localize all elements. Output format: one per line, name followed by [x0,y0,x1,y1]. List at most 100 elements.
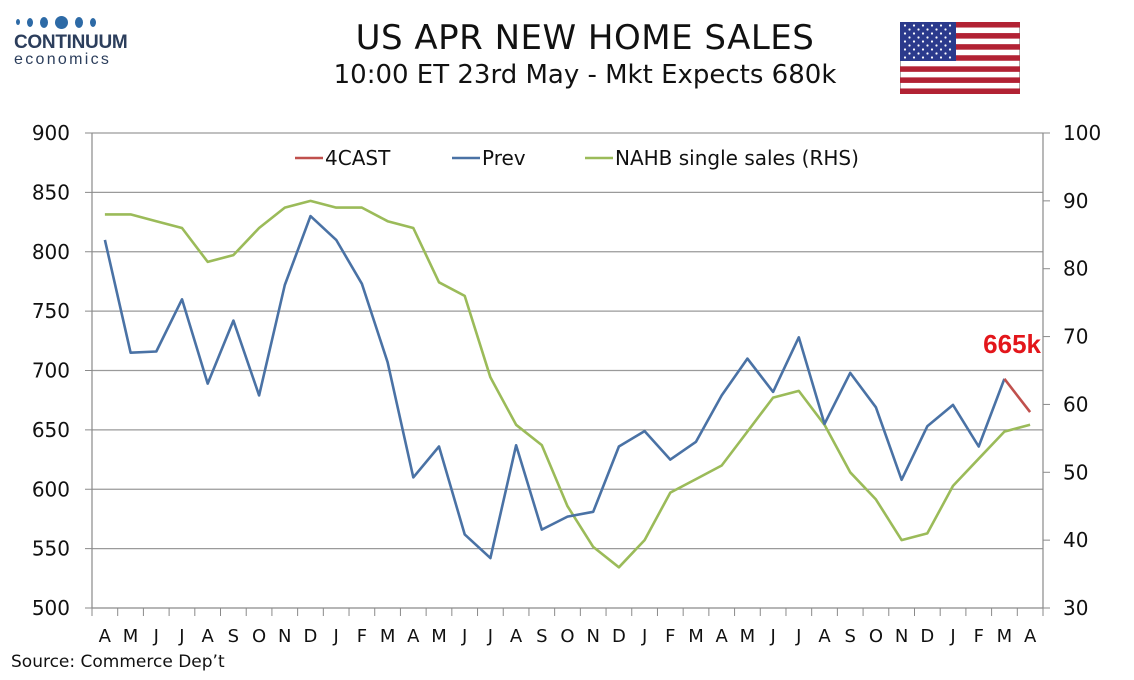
x-tick-label: A [818,626,831,647]
flag-star [912,32,916,35]
x-tick-label: N [586,626,599,647]
flag-star [930,40,934,43]
flag-stripe [900,33,1020,39]
right-tick-label: 70 [1063,325,1088,349]
flag-star [917,28,920,31]
grid-lines [92,132,1043,550]
flag-star [939,48,943,51]
x-tick-label: F [665,626,675,647]
x-tick-label: J [769,626,775,647]
x-tick-label: J [461,626,467,647]
x-tick-label: A [716,626,729,647]
x-tick-label: S [845,626,856,647]
flag-star [926,52,929,55]
left-axis-ticks: 500 550 600 650 700 750 800 850 900 [32,121,70,620]
left-tick-label: 550 [32,537,70,561]
x-tick-label: O [252,626,266,647]
series-line-prev [103,214,1006,560]
flag-star [944,52,947,55]
flag-star [948,32,952,35]
x-tick-label: M [123,626,139,647]
right-tick-label: 60 [1063,392,1088,416]
flag-star [908,44,911,47]
flag-star [939,40,943,43]
x-tick-label: M [688,626,704,647]
left-tick-label: 800 [32,240,70,264]
x-tick-label: J [487,626,493,647]
logo-line2: economics [14,51,112,68]
flag-star [903,48,907,51]
legend-label: NAHB single sales (RHS) [615,146,859,170]
flag-star [948,24,952,27]
flag-star [912,24,916,27]
x-tick-label: F [357,626,367,647]
x-tick-label: J [641,626,647,647]
x-tick-label: S [228,626,239,647]
left-tick-label: 900 [32,121,70,145]
x-tick-label: D [304,626,318,647]
right-tick-label: 80 [1063,257,1088,281]
left-tick-label: 850 [32,180,70,204]
flag-star [912,40,916,43]
flag-star [926,36,929,39]
flag-star [921,32,925,35]
flag-star [939,56,943,59]
x-tick-label: M [740,626,756,647]
flag-star [948,48,952,51]
flag-stripe [900,44,1020,50]
flag-star [948,40,952,43]
left-tick-label: 500 [32,596,70,620]
x-tick-label: J [949,626,955,647]
flag-star [917,36,920,39]
logo-line1: CONTINUUM [14,32,128,53]
left-tick-label: 750 [32,299,70,323]
flag-star [903,24,907,27]
x-tick-label: S [536,626,547,647]
flag-star [944,28,947,31]
flag-star [935,28,938,31]
axes [85,132,1050,616]
flag-star [903,32,907,35]
flag-star [944,44,947,47]
flag-star [908,52,911,55]
x-tick-label: A [201,626,214,647]
legend-label: 4CAST [325,146,391,170]
chart-title: US APR NEW HOME SALES [355,18,815,58]
right-tick-label: 50 [1063,460,1088,484]
x-tick-label: M [431,626,447,647]
legend: 4CAST Prev NAHB single sales (RHS) [295,146,859,170]
flag-stripe [900,22,1020,28]
flag-star [939,32,943,35]
logo-dots [16,14,134,30]
flag-star [935,44,938,47]
flag-star [917,52,920,55]
flag-stripe [900,55,1020,61]
flag-star [921,40,925,43]
left-tick-label: 700 [32,359,70,383]
x-tick-label: O [869,626,883,647]
x-tick-label: N [895,626,908,647]
flag-star [908,28,911,31]
right-tick-label: 100 [1063,121,1101,145]
x-tick-label: N [278,626,291,647]
forecast-annotation: 665k [983,329,1041,359]
x-tick-label: O [560,626,574,647]
left-tick-label: 600 [32,477,70,501]
flag-star [912,56,916,59]
flag-stripe [900,66,1020,72]
x-tick-label: A [1024,626,1037,647]
flag-star [935,36,938,39]
flag-star [903,56,907,59]
x-tick-label: M [997,626,1013,647]
right-tick-label: 90 [1063,189,1088,213]
right-tick-label: 30 [1063,596,1088,620]
x-tick-label: M [380,626,396,647]
flag-star [930,48,934,51]
chart-subtitle: 10:00 ET 23rd May - Mkt Expects 680k [333,60,837,90]
right-tick-label: 40 [1063,528,1088,552]
x-tick-label: A [99,626,112,647]
legend-label: Prev [482,146,526,170]
x-tick-label: D [920,626,934,647]
